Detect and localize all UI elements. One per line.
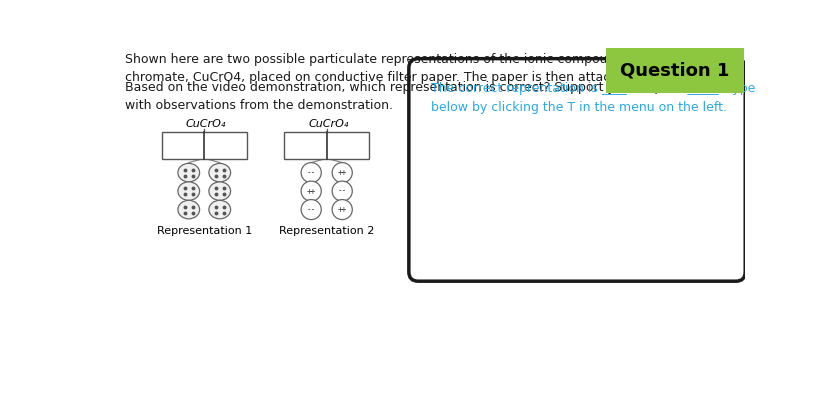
Bar — [161, 132, 246, 159]
Text: ++: ++ — [306, 187, 315, 196]
Circle shape — [332, 200, 351, 219]
Ellipse shape — [208, 200, 231, 219]
Text: Representation 1: Representation 1 — [156, 226, 251, 236]
Ellipse shape — [178, 200, 199, 219]
FancyBboxPatch shape — [605, 48, 743, 93]
Circle shape — [301, 163, 321, 183]
Text: ++: ++ — [337, 205, 347, 214]
Text: --: -- — [337, 187, 347, 196]
Text: CuCrO₄: CuCrO₄ — [308, 119, 348, 129]
Text: Question 1: Question 1 — [619, 62, 729, 80]
FancyBboxPatch shape — [409, 59, 744, 281]
Text: Representation 2: Representation 2 — [279, 226, 374, 236]
Text: Based on the video demonstration, which representation is correct? Support yourr: Based on the video demonstration, which … — [125, 81, 691, 112]
Bar — [284, 132, 369, 159]
Ellipse shape — [208, 163, 231, 182]
Circle shape — [301, 181, 321, 201]
Text: ++: ++ — [337, 168, 347, 177]
Text: --: -- — [306, 205, 315, 214]
Circle shape — [332, 181, 351, 201]
Ellipse shape — [178, 163, 199, 182]
Ellipse shape — [178, 182, 199, 200]
Ellipse shape — [208, 182, 231, 200]
Circle shape — [332, 163, 351, 183]
Text: The correct reprentation is ____ because _____. Type
below by clicking the T in : The correct reprentation is ____ because… — [430, 82, 754, 114]
Text: Shown here are two possible particulate representations of the ionic compound co: Shown here are two possible particulate … — [125, 53, 714, 83]
Circle shape — [301, 200, 321, 219]
Text: CuCrO₄: CuCrO₄ — [185, 119, 226, 129]
Text: --: -- — [306, 168, 315, 177]
